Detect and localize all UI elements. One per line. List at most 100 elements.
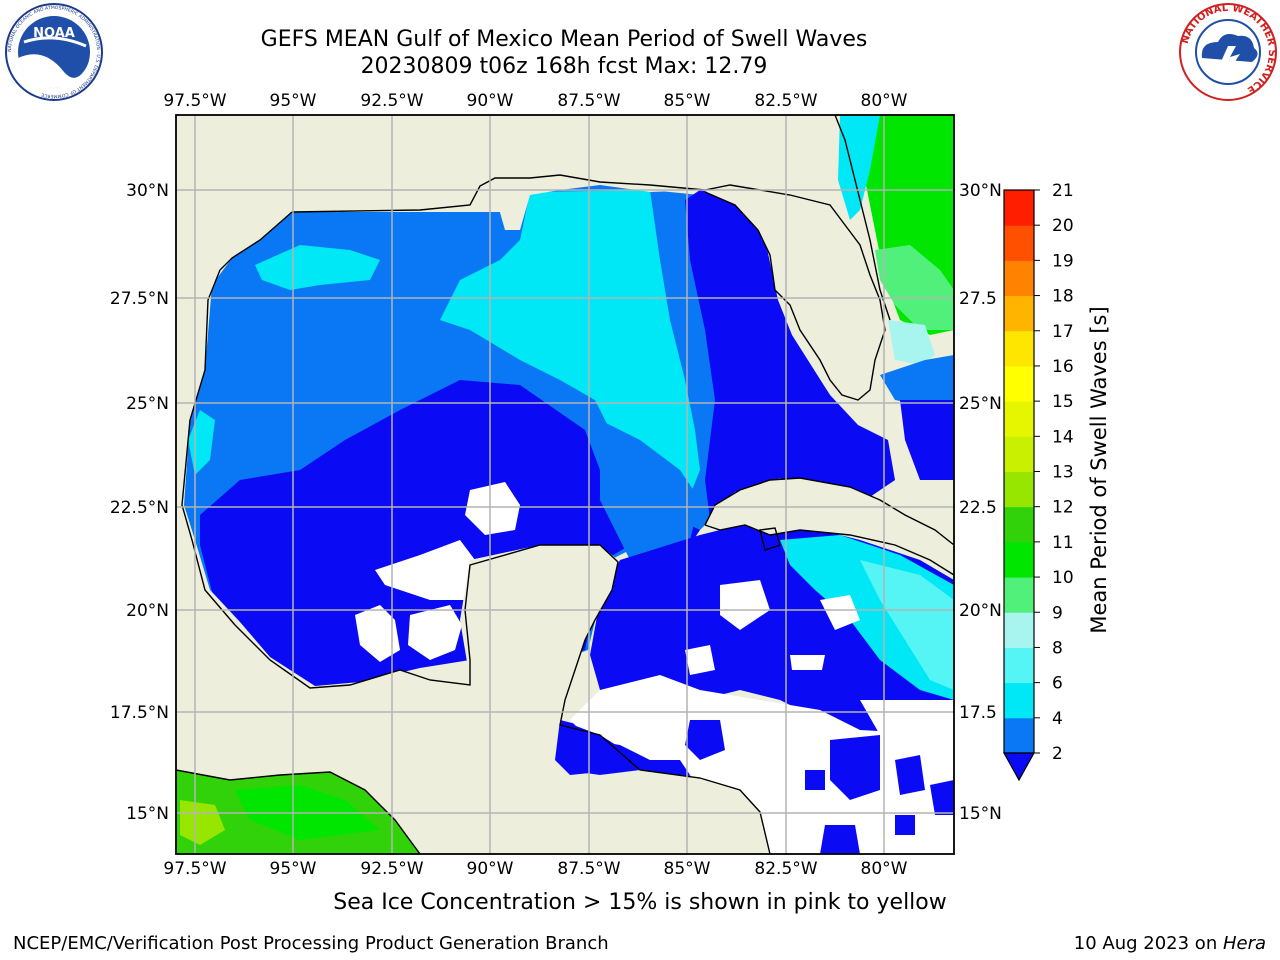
lat-tick-right: 30°N bbox=[959, 181, 1002, 201]
colorbar bbox=[1002, 189, 1036, 782]
footer-date: 10 Aug 2023 on Hera bbox=[1074, 933, 1266, 954]
south-blue-bits bbox=[560, 720, 954, 854]
atlantic-cyan-strip bbox=[838, 115, 880, 220]
lon-tick-bottom: 97.5°W bbox=[163, 859, 226, 879]
cuba-land bbox=[705, 478, 954, 575]
colorbar-tick-label: 13 bbox=[1052, 463, 1074, 483]
colorbar-bin bbox=[1004, 190, 1034, 226]
lat-labels-right: 30°N 27.5 25°N 22.5 20°N 17.5 15°N bbox=[959, 181, 1002, 824]
colorbar-bin bbox=[1004, 225, 1034, 261]
colorbar-tick-label: 9 bbox=[1052, 603, 1063, 623]
colorbar-bin bbox=[1004, 647, 1034, 684]
nws-logo: NATIONAL WEATHER SERVICE bbox=[1179, 3, 1277, 101]
lon-tick-bottom: 92.5°W bbox=[360, 859, 423, 879]
lon-labels-top: 97.5°W 95°W 92.5°W 90°W 87.5°W 85°W 82.5… bbox=[163, 91, 907, 111]
bahamas-deep-blue bbox=[900, 400, 954, 480]
colorbar-bin bbox=[1004, 506, 1034, 543]
lat-tick-left: 22.5°N bbox=[110, 498, 169, 518]
pacific-yellow-green bbox=[180, 800, 225, 845]
lat-tick-left: 15°N bbox=[126, 804, 169, 824]
colorbar-tick-label: 14 bbox=[1052, 427, 1074, 447]
lat-tick-left: 17.5°N bbox=[110, 703, 169, 723]
mexico-land bbox=[176, 115, 560, 854]
lat-tick-right: 22.5 bbox=[959, 498, 997, 518]
lat-labels-left: 30°N 27.5°N 25°N 22.5°N 20°N 17.5°N 15°N bbox=[110, 181, 169, 824]
colorbar-label: Mean Period of Swell Waves [s] bbox=[1087, 306, 1111, 633]
eastern-gulf-swell-field bbox=[685, 190, 895, 520]
lon-tick-bottom: 90°W bbox=[467, 859, 514, 879]
colorbar-tick-label: 19 bbox=[1052, 251, 1074, 271]
lat-tick-left: 27.5°N bbox=[110, 289, 169, 309]
colorbar-tick-label: 12 bbox=[1052, 498, 1074, 518]
atlantic-bright-green bbox=[875, 245, 954, 330]
yucatan-land bbox=[460, 545, 618, 725]
central-cyan-plume bbox=[440, 190, 700, 495]
footer-host: Hera bbox=[1222, 933, 1266, 954]
lat-tick-right: 27.5 bbox=[959, 289, 997, 309]
lat-tick-left: 30°N bbox=[126, 181, 169, 201]
footer-branch: NCEP/EMC/Verification Post Processing Pr… bbox=[13, 933, 609, 954]
lat-tick-right: 20°N bbox=[959, 601, 1002, 621]
colorbar-bin bbox=[1004, 260, 1034, 297]
louisiana-land bbox=[480, 175, 705, 230]
colorbar-ticks: 2 4 6 8 9 10 11 12 13 14 15 16 17 18 19 20 21 bbox=[1034, 181, 1074, 764]
lon-tick-bottom: 85°W bbox=[664, 859, 711, 879]
colorbar-bin bbox=[1004, 612, 1034, 648]
colorbar-tick-label: 8 bbox=[1052, 638, 1063, 658]
svg-text:NOAA: NOAA bbox=[33, 26, 75, 41]
bahamas-blue bbox=[880, 355, 954, 405]
colorbar-tick-label: 2 bbox=[1052, 744, 1063, 764]
colorbar-bin bbox=[1004, 295, 1034, 332]
colorbar-tick-label: 10 bbox=[1052, 568, 1074, 588]
lat-tick-right: 17.5 bbox=[959, 703, 997, 723]
lon-tick-top: 90°W bbox=[467, 91, 514, 111]
lon-tick-bottom: 80°W bbox=[861, 859, 908, 879]
sea-ice-note: Sea Ice Concentration > 15% is shown in … bbox=[333, 890, 947, 915]
colorbar-tick-label: 21 bbox=[1052, 181, 1074, 201]
colorbar-bin bbox=[1004, 365, 1034, 402]
lat-tick-left: 25°N bbox=[126, 394, 169, 414]
colorbar-tick-label: 4 bbox=[1052, 709, 1063, 729]
map-frame bbox=[175, 114, 955, 855]
central-america-land bbox=[560, 770, 770, 854]
lon-tick-top: 97.5°W bbox=[163, 91, 226, 111]
colorbar-bin bbox=[1004, 401, 1034, 437]
colorbar-bin bbox=[1004, 541, 1034, 578]
chart-subtitle: 20230809 t06z 168h fcst Max: 12.79 bbox=[360, 54, 768, 79]
lon-tick-top: 82.5°W bbox=[754, 91, 817, 111]
lon-labels-bottom: 97.5°W 95°W 92.5°W 90°W 87.5°W 85°W 82.5… bbox=[163, 859, 907, 879]
map-area bbox=[176, 115, 954, 854]
colorbar-tick-label: 11 bbox=[1052, 533, 1074, 553]
colorbar-tick-label: 6 bbox=[1052, 674, 1063, 694]
atlantic-light-patch bbox=[888, 320, 935, 365]
colorbar-bin bbox=[1004, 330, 1034, 367]
noaa-logo: NOAA NATIONAL OCEANIC AND ATMOSPHERIC AD… bbox=[5, 3, 103, 101]
lon-tick-top: 95°W bbox=[270, 91, 317, 111]
colorbar-tick-label: 16 bbox=[1052, 357, 1074, 377]
nw-cyan-patch bbox=[255, 245, 380, 290]
colorbar-extension bbox=[1002, 752, 1036, 782]
graticule bbox=[176, 115, 954, 854]
colorbar-bin bbox=[1004, 436, 1034, 472]
lon-tick-bottom: 82.5°W bbox=[754, 859, 817, 879]
colorbar-tick-label: 17 bbox=[1052, 322, 1074, 342]
colorbar-bin bbox=[1004, 577, 1034, 613]
lat-tick-right: 15°N bbox=[959, 804, 1002, 824]
lon-tick-bottom: 95°W bbox=[270, 859, 317, 879]
chart-title: GEFS MEAN Gulf of Mexico Mean Period of … bbox=[260, 27, 868, 52]
colorbar-bin bbox=[1004, 471, 1034, 508]
colorbar-bin bbox=[1004, 682, 1034, 719]
lon-tick-top: 92.5°W bbox=[360, 91, 423, 111]
colorbar-tick-label: 18 bbox=[1052, 287, 1074, 307]
lat-tick-right: 25°N bbox=[959, 394, 1002, 414]
lon-tick-top: 80°W bbox=[861, 91, 908, 111]
footer-date-text: 10 Aug 2023 on bbox=[1073, 933, 1223, 954]
lon-tick-top: 87.5°W bbox=[557, 91, 620, 111]
lon-tick-top: 85°W bbox=[664, 91, 711, 111]
colorbar-tick-label: 20 bbox=[1052, 216, 1074, 236]
colorbar-tick-label: 15 bbox=[1052, 392, 1074, 412]
lat-tick-left: 20°N bbox=[126, 601, 169, 621]
florida-land bbox=[705, 185, 885, 400]
colorbar-bin bbox=[1004, 717, 1034, 754]
